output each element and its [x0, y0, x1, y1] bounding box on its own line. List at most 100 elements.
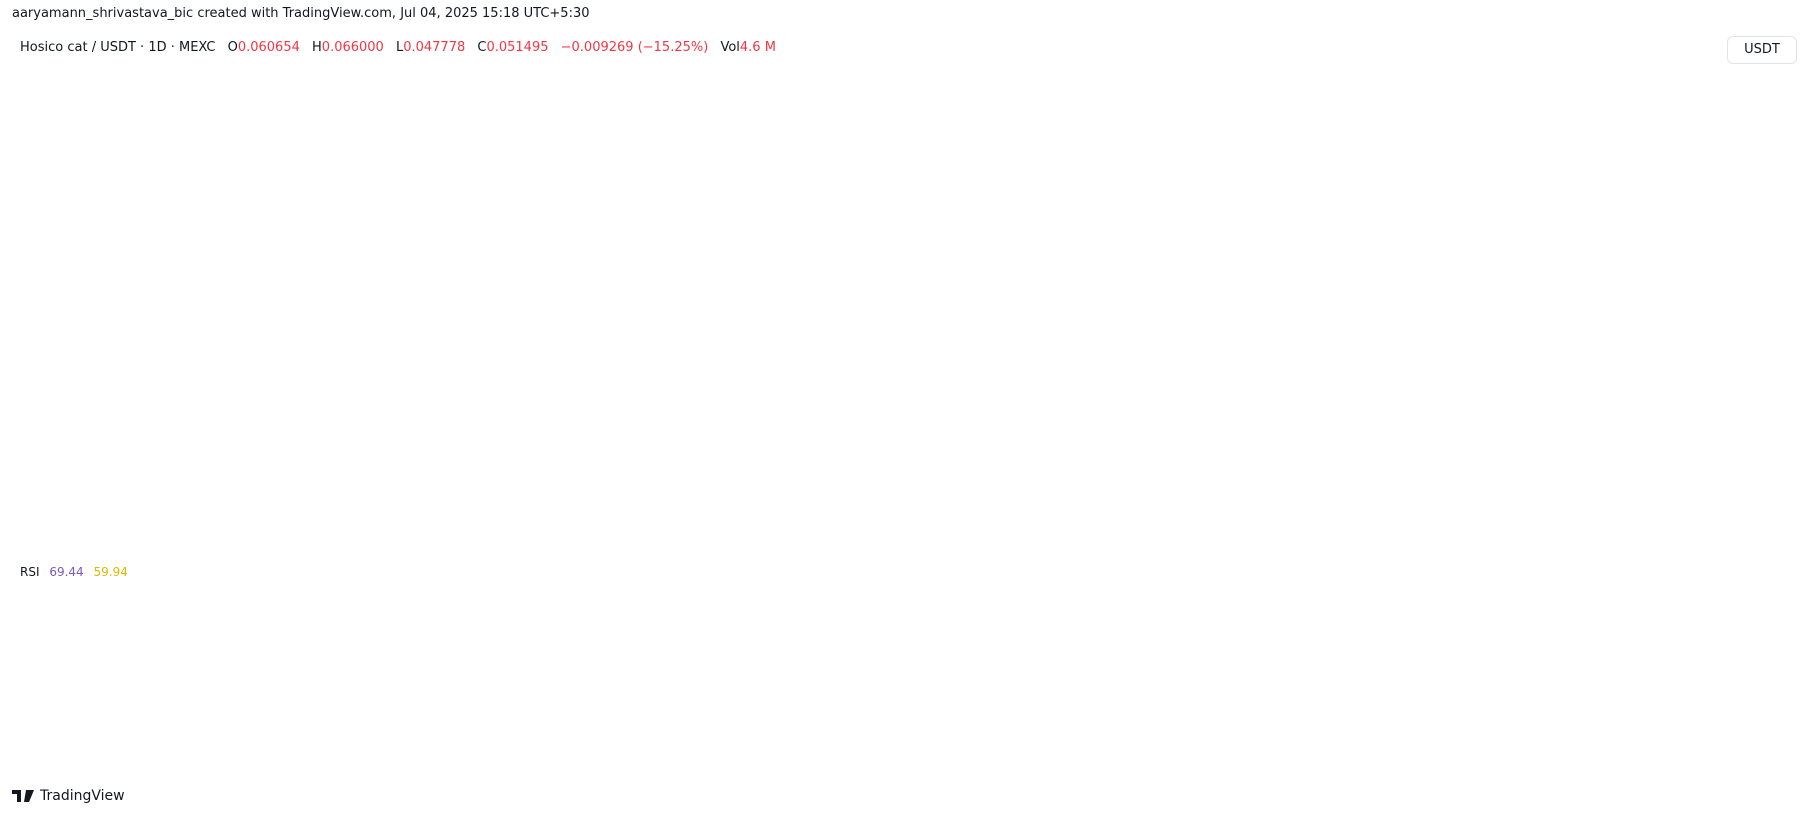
candle-body	[0, 394, 57, 423]
measure-box	[755, 197, 1322, 443]
price-tick-label: 0.029000	[1728, 332, 1790, 347]
date-tick-label: 21	[261, 756, 278, 771]
date-tick-label: Jul	[1069, 756, 1089, 771]
rsi-line	[25, 574, 1323, 679]
low-value: 0.047778	[403, 40, 466, 55]
level-price-badge	[1721, 285, 1792, 304]
date-tick-label: 7	[1561, 756, 1569, 771]
candle-body	[643, 437, 705, 444]
brand-name: TradingView	[40, 788, 125, 804]
rsi-value-badge-label: 69.44	[1725, 605, 1762, 620]
candle-body	[319, 468, 381, 496]
candle-body	[805, 364, 867, 451]
rsi-ma-value: 59.94	[93, 565, 128, 579]
date-tick-label: 2	[1156, 756, 1164, 771]
open-label: O	[227, 40, 238, 55]
level-price-badge	[1721, 385, 1792, 404]
rsi-ma-line	[25, 638, 1323, 665]
measure-arrowhead-icon	[1031, 196, 1046, 205]
rsi-legend: RSI 69.44 59.94	[20, 565, 128, 579]
change-value: −0.009269 (−15.25%)	[560, 40, 709, 55]
attribution: aaryamann_shrivastava_bic created with T…	[12, 6, 590, 21]
tradingview-logo-icon	[12, 790, 34, 802]
open-value: 0.060654	[237, 40, 300, 55]
rsi-value-badge	[1721, 601, 1769, 620]
rsi-tick-label: 40.00	[1728, 693, 1765, 708]
candle-body	[400, 421, 462, 496]
price-tick-label: 0.018000	[1728, 452, 1790, 467]
level-price-label: 0.040355	[1726, 251, 1794, 266]
close-value: 0.051495	[486, 40, 549, 55]
candle-body	[76, 394, 138, 442]
level-price-label: 0.011544	[1726, 542, 1794, 557]
date-tick-label: 18	[18, 756, 35, 771]
high-value: 0.066000	[321, 40, 384, 55]
level-price-label: 0.048671	[1726, 226, 1794, 241]
currency-button[interactable]: USDT	[1727, 36, 1797, 64]
measure-label: 0.032608 (172.49%) 32,608	[961, 169, 1117, 182]
date-tick-label: 19	[99, 756, 116, 771]
candle-body	[886, 329, 948, 366]
symbol-name[interactable]: Hosico cat / USDT · 1D · MEXC	[20, 40, 216, 55]
countdown-label: 14:11:25	[1726, 207, 1791, 222]
high-label: H	[312, 40, 322, 55]
tradingview-logo: TradingView	[12, 788, 125, 804]
candle-body	[967, 328, 1029, 340]
date-tick-label: 25	[585, 756, 602, 771]
price-tick-label: 0.015500	[1728, 478, 1790, 493]
chart-frame	[10, 29, 1803, 782]
date-tick-label: 8	[1642, 756, 1650, 771]
rsi-ma-badge	[1721, 630, 1769, 649]
date-tick-label: 23	[423, 756, 440, 771]
level-price-badge	[1721, 248, 1792, 267]
price-tick-label: 0.080000	[1728, 74, 1790, 89]
last-price-label: 0.051495	[1726, 192, 1794, 207]
level-price-label: 0.019007	[1726, 435, 1794, 450]
price-tick-label: 0.013000	[1728, 525, 1790, 540]
candle-body	[1048, 320, 1110, 340]
rsi-ma-badge-label: 59.94	[1725, 633, 1762, 648]
level-price-label: 0.077565	[1726, 92, 1794, 107]
date-tick-label: 4	[1318, 756, 1326, 771]
candle-body	[481, 395, 543, 422]
price-tick-label: 0.055000	[1728, 175, 1790, 190]
last-price-badge	[1721, 188, 1792, 223]
level-price-label: 0.023001	[1726, 388, 1794, 403]
date-tick-label: 6	[1480, 756, 1488, 771]
level-price-label: 0.061930	[1726, 147, 1794, 162]
low-label: L	[395, 40, 404, 55]
candle-body	[1291, 157, 1353, 198]
date-tick-label: 24	[504, 756, 521, 771]
level-price-badge	[1721, 492, 1792, 511]
price-tick-label: 0.065000	[1728, 129, 1790, 144]
candle-body	[562, 395, 624, 439]
level-price-label: 0.014838	[1726, 495, 1794, 510]
volume-value: 4.6 M	[739, 40, 776, 55]
date-tick-label: 3	[1237, 756, 1245, 771]
date-tick-label: 29	[909, 756, 926, 771]
candle-body	[1129, 193, 1191, 321]
price-tick-label: 0.021000	[1728, 411, 1790, 426]
level-price-label: 0.034713	[1726, 288, 1794, 303]
level-price-badge	[1721, 143, 1792, 162]
date-tick-label: 28	[828, 756, 845, 771]
rsi-tick-label: 80.00	[1728, 573, 1765, 588]
close-label: C	[477, 40, 487, 55]
symbol-legend: Hosico cat / USDT · 1D · MEXC O0.060654 …	[20, 40, 776, 55]
volume-label: Vol	[720, 40, 740, 55]
level-price-badge	[1721, 539, 1792, 557]
candle-body	[238, 463, 300, 469]
date-tick-label: 22	[342, 756, 359, 771]
candle-body	[157, 441, 219, 465]
date-tick-label: 5	[1399, 756, 1407, 771]
level-price-badge	[1721, 222, 1792, 241]
date-tick-label: 26	[666, 756, 683, 771]
rsi-value: 69.44	[49, 565, 84, 579]
candle-body	[724, 442, 786, 447]
date-tick-label: 27	[747, 756, 764, 771]
level-price-badge	[1721, 432, 1792, 451]
level-price-badge	[1721, 88, 1792, 107]
candle-body	[1210, 157, 1272, 195]
rsi-title: RSI	[20, 565, 40, 579]
